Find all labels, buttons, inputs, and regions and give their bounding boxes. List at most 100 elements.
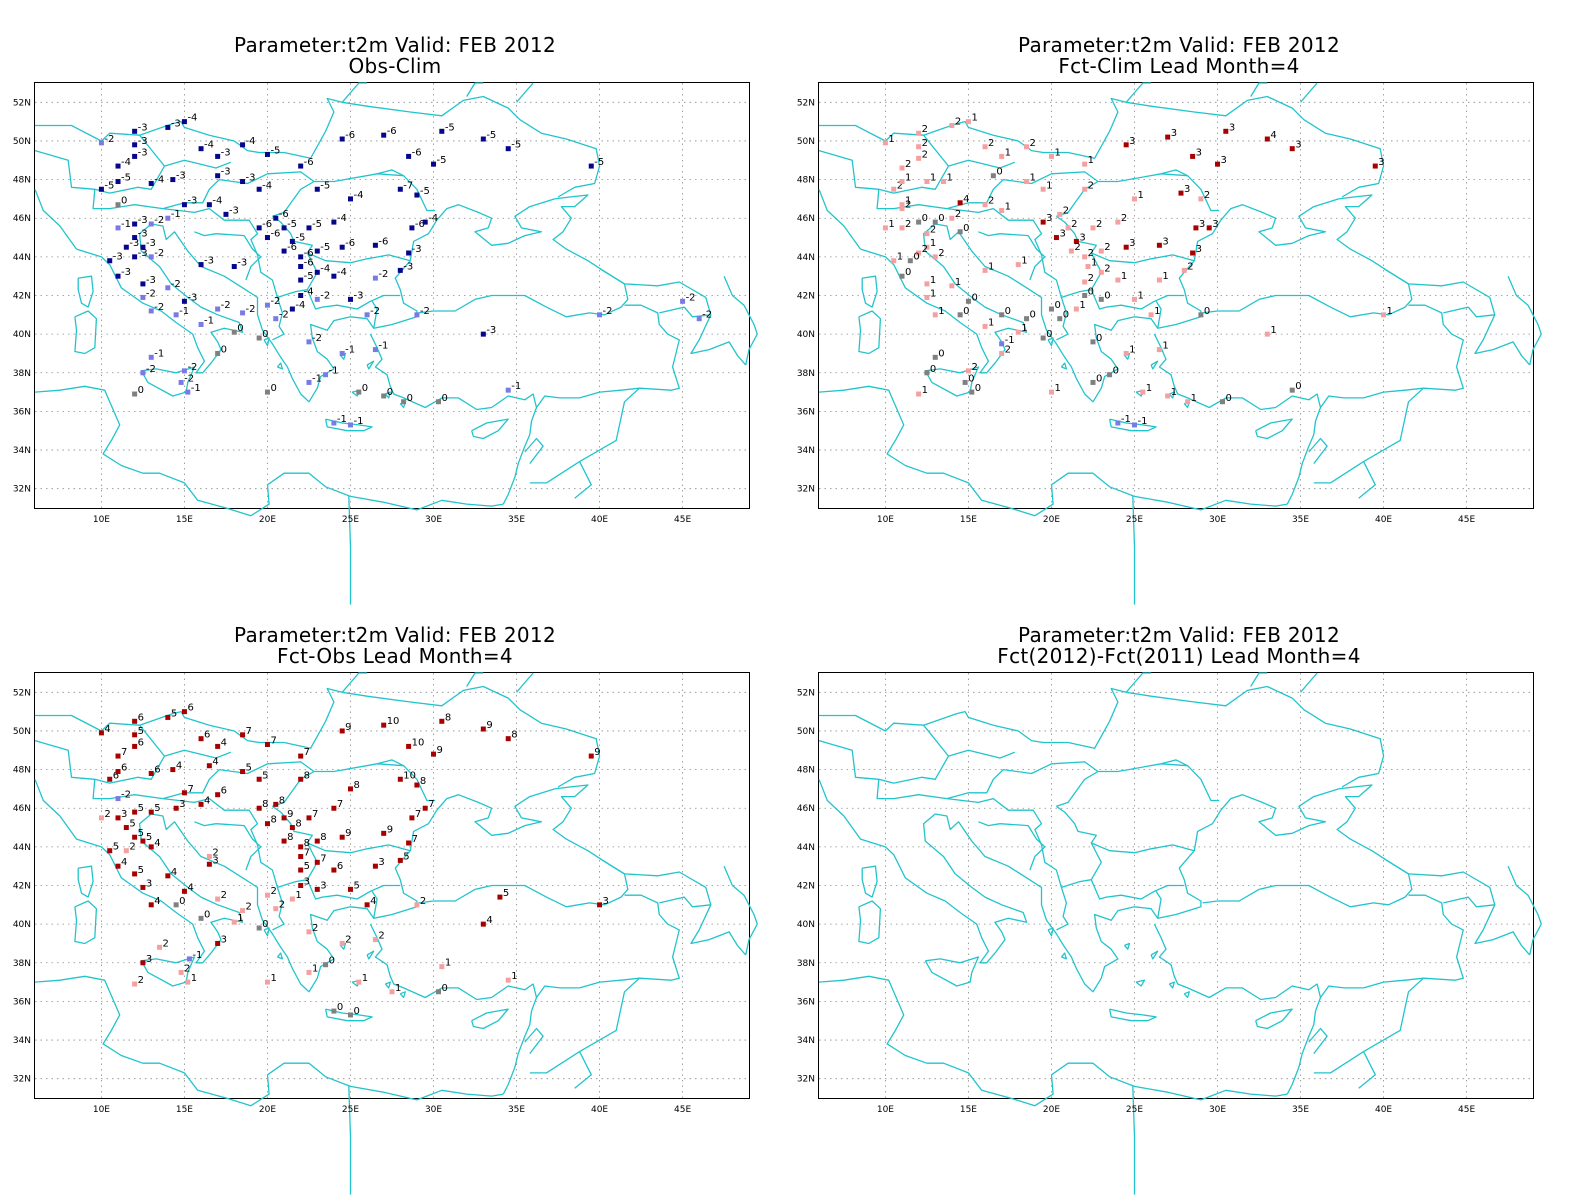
lat-tick-label: 36N	[797, 997, 815, 1007]
station-square	[215, 792, 221, 798]
station-value: -4	[428, 213, 438, 224]
station-value: 1	[1191, 393, 1197, 404]
station-marker: -3	[347, 290, 363, 302]
station-marker: 2	[932, 248, 945, 260]
station-square	[999, 208, 1005, 213]
coast-line	[1183, 991, 1190, 999]
station-marker: 5	[240, 763, 252, 775]
station-square	[497, 894, 503, 900]
station-marker: 2	[215, 890, 227, 902]
station-square	[181, 119, 187, 125]
station-value: 7	[270, 735, 276, 746]
coast-line	[307, 842, 411, 854]
coast-line	[366, 950, 375, 960]
coast-line	[376, 169, 404, 177]
station-square	[1148, 312, 1154, 318]
station-value: -3	[412, 244, 422, 255]
coast-line	[1056, 805, 1102, 881]
station-marker: 5	[148, 803, 161, 815]
station-square	[165, 285, 171, 291]
lon-tick-label: 10E	[877, 515, 894, 525]
station-value: 3	[603, 896, 609, 907]
coast-line	[1132, 496, 1136, 605]
station-marker: 1	[1048, 383, 1061, 395]
station-square	[439, 718, 445, 724]
panel-fct-obs: Parameter:t2m Valid: FEB 2012 Fct-Obs Le…	[0, 590, 780, 1195]
lon-tick-label: 25E	[1126, 1105, 1143, 1115]
station-marker: 4	[215, 737, 227, 749]
station-marker: -2	[148, 302, 164, 314]
station-marker: -5	[98, 180, 114, 192]
station-square	[148, 844, 154, 850]
coast-line	[34, 685, 601, 788]
station-marker: 6	[107, 770, 119, 782]
station-square	[962, 379, 968, 385]
station-value: 6	[113, 770, 119, 781]
station-value: 0	[922, 213, 928, 224]
station-value: 9	[387, 824, 393, 835]
lat-tick-label: 44N	[13, 843, 31, 853]
station-marker: -1	[331, 414, 347, 426]
lon-tick-label: 45E	[674, 1105, 691, 1115]
station-marker: 1	[231, 913, 244, 925]
station-square	[372, 863, 378, 869]
station-square	[389, 989, 395, 995]
station-value: 0	[441, 983, 447, 994]
station-value: 2	[1088, 180, 1094, 191]
station-square	[115, 179, 121, 185]
station-marker: 4	[148, 838, 161, 850]
station-value: 9	[345, 828, 351, 839]
station-square	[965, 298, 971, 304]
station-value: -2	[154, 302, 164, 313]
station-square	[215, 153, 221, 159]
lat-tick-label: 48N	[797, 766, 815, 776]
station-square	[1165, 393, 1171, 399]
station-value: 0	[329, 956, 335, 967]
station-value: 5	[246, 763, 252, 774]
station-marker: -5	[264, 145, 280, 157]
station-value: -2	[146, 364, 156, 375]
station-marker: 7	[306, 809, 318, 821]
station-square	[331, 867, 337, 873]
station-marker: 0	[256, 919, 269, 931]
station-marker: -4	[198, 140, 214, 152]
station-value: 1	[1137, 290, 1143, 301]
station-value: 1	[511, 971, 517, 982]
station-map: 10E 15E 20E 25E 30E 35E 40E 45E 52N 50N 48N 46N 44N 4…	[13, 672, 758, 1195]
station-square	[339, 244, 345, 250]
station-marker: -4	[422, 213, 438, 225]
coast-line	[535, 894, 680, 998]
station-square	[173, 902, 179, 908]
station-value: 2	[1088, 273, 1094, 284]
coast-line	[277, 289, 401, 310]
station-square	[1107, 372, 1113, 378]
station-marker: 1	[1015, 256, 1028, 268]
station-value: -1	[353, 416, 363, 427]
station-square	[1024, 144, 1030, 150]
station-marker: 0	[198, 909, 210, 921]
station-value: 0	[121, 196, 127, 207]
station-square	[1123, 350, 1129, 356]
station-value: 0	[963, 306, 969, 317]
station-value: -5	[511, 140, 521, 151]
coast-line	[599, 857, 712, 908]
lon-tick-label: 10E	[93, 515, 110, 525]
station-marker: -2	[115, 790, 131, 802]
station-square	[323, 372, 329, 378]
coast-line	[1255, 418, 1293, 440]
station-value: 2	[988, 196, 994, 207]
station-square	[306, 969, 312, 975]
station-value: -1	[179, 306, 189, 317]
station-marker: -3	[215, 147, 231, 159]
station-marker: 8	[298, 838, 310, 850]
station-square	[256, 186, 262, 192]
station-marker: 2	[306, 923, 318, 935]
station-marker: 8	[289, 819, 302, 831]
station-square	[314, 248, 320, 254]
coast-line	[876, 761, 1220, 802]
station-marker: 4	[198, 795, 210, 807]
station-value: 1	[1079, 300, 1085, 311]
station-marker: -3	[132, 229, 148, 241]
station-square	[916, 155, 922, 161]
station-marker: 0	[907, 252, 920, 264]
